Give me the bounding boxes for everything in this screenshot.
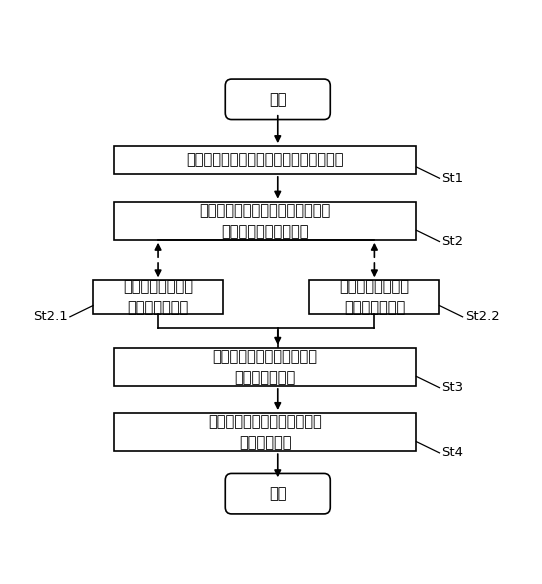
FancyBboxPatch shape [114,146,416,174]
Text: 编码整合成含开具排版信息的
空的信息载体: 编码整合成含开具排版信息的 空的信息载体 [208,414,322,450]
Text: 编码生成填写字符
排版参数结构体: 编码生成填写字符 排版参数结构体 [123,279,193,315]
Text: St2.1: St2.1 [33,310,68,324]
Text: 开始: 开始 [269,92,287,107]
Text: 编码生成空白信息载体底版
属性结构体数组: 编码生成空白信息载体底版 属性结构体数组 [212,349,318,385]
Text: 编码生成粘贴图像
排版参数结构体: 编码生成粘贴图像 排版参数结构体 [339,279,409,315]
FancyBboxPatch shape [93,280,223,314]
FancyBboxPatch shape [114,201,416,240]
Text: 结束: 结束 [269,486,287,501]
Text: St1: St1 [442,172,464,185]
FancyBboxPatch shape [225,79,330,120]
FancyBboxPatch shape [114,347,416,386]
FancyBboxPatch shape [309,280,440,314]
Text: St2: St2 [442,235,464,248]
Text: St4: St4 [442,446,463,460]
Text: 选定未测试排版的空白信息载体底版文件: 选定未测试排版的空白信息载体底版文件 [186,152,344,168]
FancyBboxPatch shape [225,474,330,514]
Text: St3: St3 [442,381,464,394]
Text: 编码生成一个包含开具排版信息的
空白信息载体底版文件: 编码生成一个包含开具排版信息的 空白信息载体底版文件 [199,203,331,239]
Text: St2.2: St2.2 [464,310,499,324]
FancyBboxPatch shape [114,413,416,451]
